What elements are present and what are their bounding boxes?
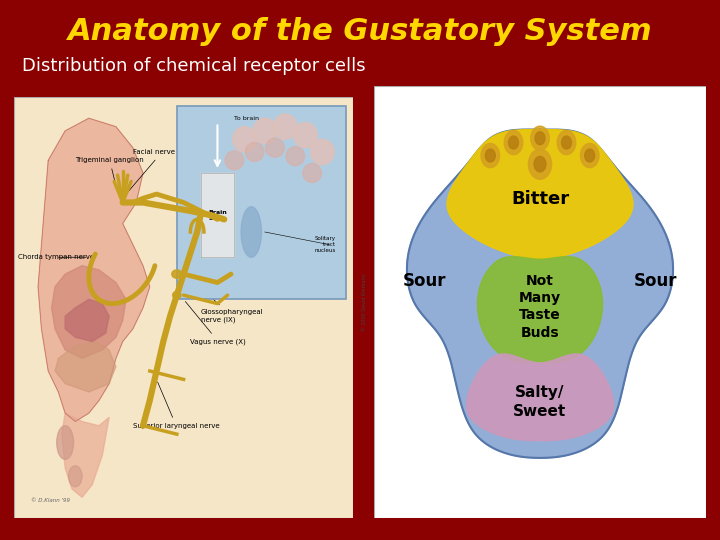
- Ellipse shape: [241, 207, 261, 257]
- Ellipse shape: [310, 139, 334, 165]
- Circle shape: [534, 157, 546, 172]
- Circle shape: [481, 144, 500, 167]
- Circle shape: [535, 132, 545, 145]
- FancyBboxPatch shape: [14, 97, 353, 518]
- Ellipse shape: [253, 118, 276, 144]
- Circle shape: [557, 131, 576, 154]
- Polygon shape: [477, 256, 603, 363]
- Text: © D.Klann '99: © D.Klann '99: [32, 497, 71, 503]
- Text: Vagus nerve (X): Vagus nerve (X): [185, 301, 246, 345]
- Circle shape: [528, 149, 552, 179]
- Polygon shape: [38, 118, 150, 422]
- Circle shape: [585, 149, 595, 162]
- Text: Bitter: Bitter: [511, 190, 569, 208]
- Text: Superior laryngeal nerve: Superior laryngeal nerve: [133, 382, 220, 429]
- Ellipse shape: [233, 127, 256, 152]
- Polygon shape: [52, 266, 126, 359]
- Text: Sour: Sour: [402, 272, 446, 290]
- Ellipse shape: [173, 292, 181, 299]
- Ellipse shape: [303, 164, 322, 183]
- Polygon shape: [66, 299, 109, 341]
- Text: Distribution of chemical receptor cells: Distribution of chemical receptor cells: [22, 57, 366, 75]
- Polygon shape: [55, 341, 116, 392]
- Polygon shape: [407, 130, 673, 458]
- Text: Trigeminal ganglion: Trigeminal ganglion: [76, 157, 144, 183]
- FancyBboxPatch shape: [374, 86, 706, 518]
- Text: Solitary
tract
nucleus: Solitary tract nucleus: [315, 237, 336, 253]
- Circle shape: [504, 131, 523, 154]
- Ellipse shape: [57, 426, 73, 460]
- Ellipse shape: [294, 123, 318, 148]
- Polygon shape: [200, 173, 235, 257]
- Ellipse shape: [286, 147, 305, 166]
- Circle shape: [562, 136, 572, 149]
- Ellipse shape: [246, 143, 264, 161]
- Text: Brain
stem: Brain stem: [208, 210, 227, 220]
- Circle shape: [508, 136, 518, 149]
- Ellipse shape: [172, 270, 182, 278]
- Circle shape: [485, 149, 495, 162]
- Ellipse shape: [266, 138, 284, 157]
- Text: Facial nerve (VII): Facial nerve (VII): [128, 148, 192, 192]
- Text: Sour: Sour: [634, 272, 678, 290]
- Text: Glossopharyngeal
nerve (IX): Glossopharyngeal nerve (IX): [192, 280, 263, 323]
- Text: To brain: To brain: [235, 116, 259, 121]
- Circle shape: [531, 126, 549, 150]
- Text: Chorda tympan nerve: Chorda tympan nerve: [18, 254, 94, 260]
- Polygon shape: [467, 354, 613, 441]
- Polygon shape: [447, 130, 633, 259]
- Text: Not
Many
Taste
Buds: Not Many Taste Buds: [519, 274, 561, 340]
- Polygon shape: [62, 413, 109, 497]
- Circle shape: [580, 144, 599, 167]
- Ellipse shape: [68, 465, 82, 487]
- Text: © 2000 David Klemann: © 2000 David Klemann: [362, 274, 367, 331]
- Ellipse shape: [225, 151, 243, 170]
- FancyBboxPatch shape: [177, 106, 346, 299]
- Text: Anatomy of the Gustatory System: Anatomy of the Gustatory System: [68, 17, 652, 46]
- Text: Salty/
Sweet: Salty/ Sweet: [513, 385, 567, 418]
- Ellipse shape: [274, 114, 297, 139]
